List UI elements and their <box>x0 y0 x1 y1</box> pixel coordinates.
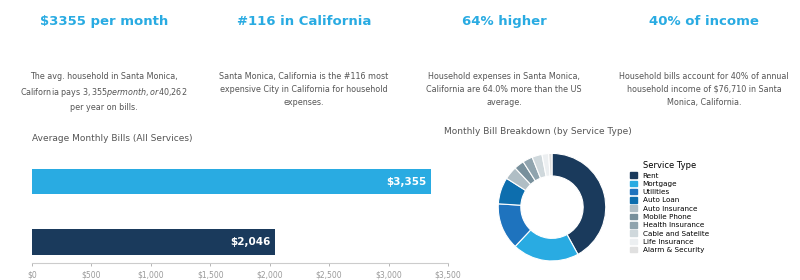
Wedge shape <box>532 154 546 178</box>
Wedge shape <box>515 162 535 185</box>
Text: Santa Monica, California is the #116 most
expensive City in California for house: Santa Monica, California is the #116 mos… <box>219 72 389 107</box>
Text: $3355 per month: $3355 per month <box>40 15 168 28</box>
Bar <box>32 169 430 194</box>
Wedge shape <box>506 168 530 190</box>
Wedge shape <box>549 153 552 176</box>
Wedge shape <box>542 153 550 177</box>
Text: $3,355: $3,355 <box>386 177 426 187</box>
Wedge shape <box>523 157 541 181</box>
Text: 64% higher: 64% higher <box>462 15 546 28</box>
Text: Household expenses in Santa Monica,
California are 64.0% more than the US
averag: Household expenses in Santa Monica, Cali… <box>426 72 582 107</box>
Legend: Rent, Mortgage, Utilities, Auto Loan, Auto Insurance, Mobile Phone, Health Insur: Rent, Mortgage, Utilities, Auto Loan, Au… <box>630 161 709 253</box>
Text: Monthly Bill Breakdown (by Service Type): Monthly Bill Breakdown (by Service Type) <box>445 127 632 136</box>
Wedge shape <box>498 204 530 246</box>
Wedge shape <box>515 230 578 261</box>
Text: The avg. household in Santa Monica,
California pays $3,355 per month, or $40,262: The avg. household in Santa Monica, Cali… <box>20 72 188 112</box>
Text: Household bills account for 40% of annual
household income of $76,710 in Santa
M: Household bills account for 40% of annua… <box>619 72 789 107</box>
Text: $2,046: $2,046 <box>230 237 270 247</box>
Text: 40% of income: 40% of income <box>649 15 759 28</box>
Wedge shape <box>552 153 606 254</box>
Bar <box>32 229 275 255</box>
Text: Average Monthly Bills (All Services): Average Monthly Bills (All Services) <box>32 134 193 143</box>
Text: #116 in California: #116 in California <box>237 15 371 28</box>
Wedge shape <box>498 178 526 205</box>
